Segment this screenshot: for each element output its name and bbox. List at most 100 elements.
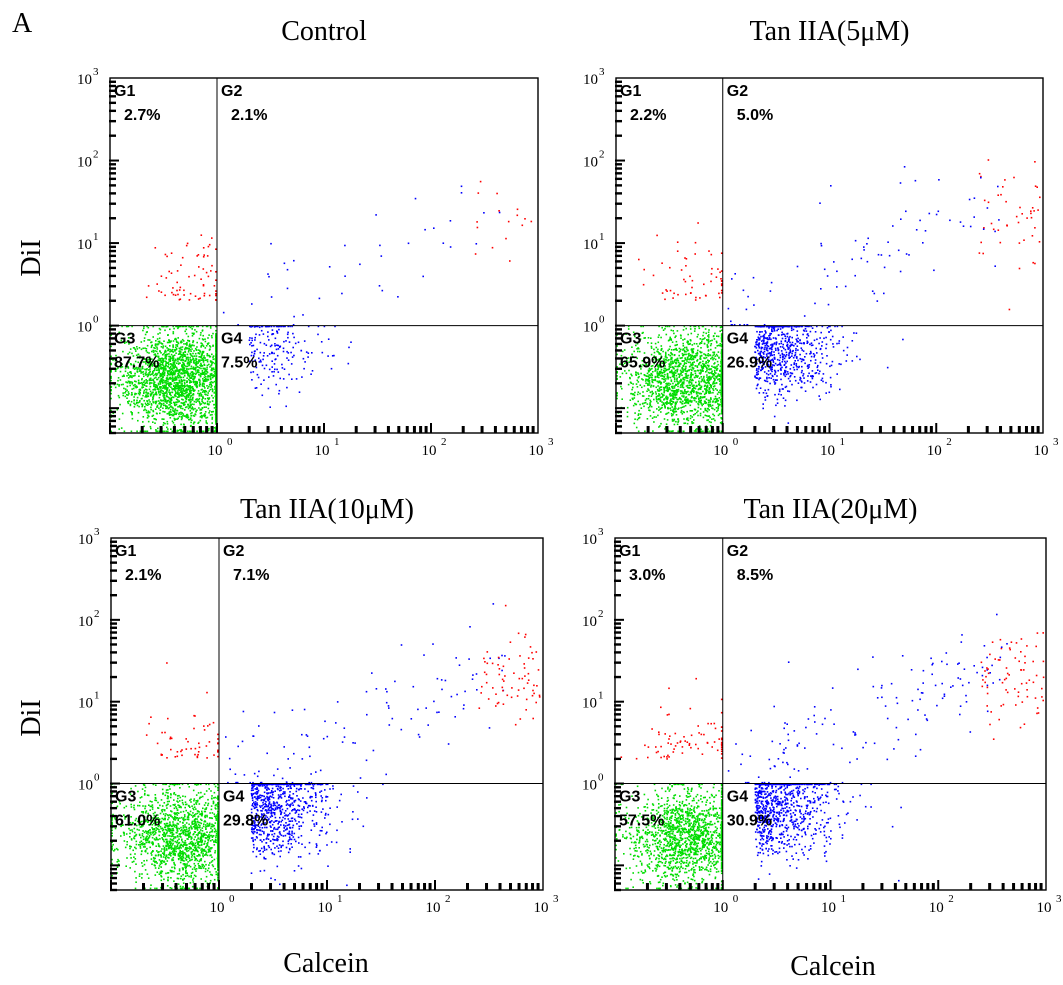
- event-dot: [632, 393, 634, 395]
- event-dot: [671, 430, 674, 433]
- event-dot: [290, 351, 292, 354]
- event-dot: [195, 349, 198, 351]
- event-dot: [186, 242, 189, 245]
- event-dot: [773, 354, 775, 356]
- event-dot: [673, 387, 676, 389]
- event-dot: [825, 392, 827, 394]
- event-dot: [681, 413, 684, 415]
- event-dot: [718, 404, 720, 406]
- event-dot: [165, 364, 168, 367]
- event-dot: [796, 341, 798, 343]
- event-dot: [177, 341, 179, 344]
- event-dot: [194, 380, 197, 383]
- event-dot: [253, 350, 256, 353]
- event-dot: [135, 380, 137, 383]
- event-dot: [167, 399, 170, 402]
- event-dot: [822, 380, 824, 383]
- event-dot: [671, 341, 674, 343]
- event-dot: [202, 350, 205, 353]
- event-dot: [773, 381, 776, 383]
- event-dot: [759, 387, 762, 389]
- event-dot: [184, 395, 186, 398]
- event-dot: [792, 356, 795, 359]
- event-dot: [205, 345, 208, 347]
- event-dot: [686, 418, 689, 421]
- event-dot: [190, 359, 193, 361]
- event-dot: [215, 368, 217, 371]
- event-dot: [711, 404, 714, 407]
- event-dot: [162, 366, 165, 368]
- event-dot: [662, 374, 664, 377]
- event-dot: [118, 384, 120, 386]
- event-dot: [713, 385, 715, 388]
- event-dot: [177, 342, 180, 345]
- event-dot: [178, 289, 181, 291]
- event-dot: [178, 350, 180, 353]
- event-dot: [206, 403, 209, 406]
- event-dot: [680, 409, 683, 412]
- event-dot: [719, 330, 721, 332]
- event-dot: [200, 278, 202, 280]
- event-dot: [140, 341, 143, 343]
- event-dot: [670, 360, 672, 363]
- event-dot: [851, 340, 854, 342]
- event-dot: [200, 355, 203, 357]
- event-dot: [658, 406, 660, 408]
- event-dot: [207, 392, 209, 394]
- event-dot: [167, 334, 169, 336]
- event-dot: [712, 413, 714, 416]
- event-dot: [166, 393, 168, 395]
- event-dot: [206, 366, 208, 369]
- event-dot: [632, 383, 634, 385]
- event-dot: [634, 402, 636, 405]
- event-dot: [810, 375, 812, 377]
- event-dot: [163, 381, 165, 383]
- event-dot: [797, 349, 799, 351]
- event-dot: [177, 325, 180, 328]
- event-dot: [170, 353, 173, 356]
- event-dot: [659, 408, 661, 410]
- event-dot: [215, 271, 217, 273]
- event-dot: [130, 430, 133, 433]
- event-dot: [124, 392, 126, 394]
- event-dot: [663, 386, 665, 389]
- event-dot: [780, 373, 782, 375]
- event-dot: [815, 347, 817, 350]
- event-dot: [160, 291, 163, 293]
- event-dot: [197, 352, 200, 354]
- event-dot: [157, 382, 160, 385]
- event-dot: [666, 412, 668, 415]
- event-dot: [212, 368, 215, 370]
- event-dot: [155, 365, 157, 367]
- event-dot: [689, 415, 692, 417]
- event-dot: [215, 353, 217, 355]
- event-dot: [200, 389, 203, 391]
- event-dot: [165, 277, 168, 279]
- event-dot: [188, 394, 191, 396]
- event-dot: [183, 386, 186, 389]
- event-dot: [699, 395, 702, 398]
- event-dot: [182, 388, 185, 390]
- event-dot: [255, 333, 257, 336]
- event-dot: [774, 383, 776, 385]
- event-dot: [787, 422, 790, 424]
- event-dot: [695, 401, 698, 403]
- event-dot: [141, 386, 143, 388]
- event-dot: [122, 394, 124, 397]
- event-dot: [177, 293, 179, 296]
- event-dot: [705, 401, 708, 404]
- event-dot: [168, 270, 170, 273]
- event-dot: [165, 385, 167, 387]
- event-dot: [198, 266, 200, 268]
- event-dot: [215, 349, 217, 351]
- event-dot: [131, 376, 133, 379]
- event-dot: [808, 372, 810, 375]
- event-dot: [147, 285, 150, 287]
- event-dot: [700, 403, 703, 405]
- event-dot: [215, 426, 217, 428]
- event-dot: [627, 325, 630, 328]
- event-dot: [158, 365, 160, 367]
- event-dot: [151, 350, 153, 353]
- event-dot: [129, 403, 132, 406]
- event-dot: [713, 369, 716, 372]
